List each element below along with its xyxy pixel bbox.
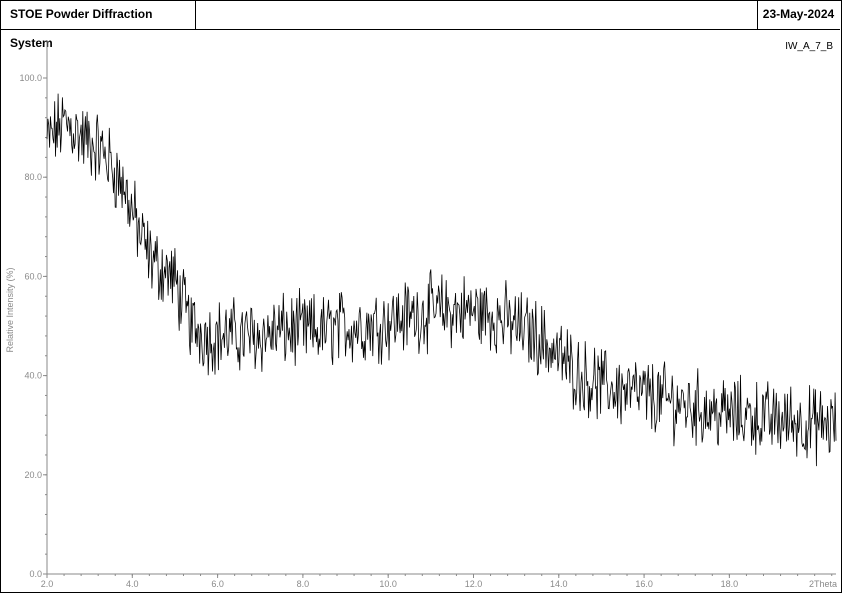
y-tick-label: 20.0 <box>24 470 42 480</box>
sample-label: IW_A_7_B <box>785 41 833 52</box>
x-tick-label: 8.0 <box>297 579 310 589</box>
x-tick-label: 6.0 <box>211 579 224 589</box>
x-axis-title: 2Theta <box>809 579 837 589</box>
diffraction-trace <box>46 93 837 467</box>
x-tick-label: 12.0 <box>465 579 483 589</box>
x-tick-label: 14.0 <box>550 579 568 589</box>
x-tick-label: 4.0 <box>126 579 139 589</box>
y-tick-label: 0.0 <box>29 569 42 579</box>
x-tick-label: 2.0 <box>41 579 54 589</box>
y-tick-label: 100.0 <box>19 73 42 83</box>
report-date: 23-May-2024 <box>762 7 835 21</box>
y-axis-title: Relative Intensity (%) <box>5 267 15 352</box>
y-tick-label: 80.0 <box>24 172 42 182</box>
header-blank-cell <box>197 0 758 29</box>
y-tick-label: 40.0 <box>24 371 42 381</box>
y-tick-label: 60.0 <box>24 271 42 281</box>
x-tick-label: 16.0 <box>635 579 653 589</box>
x-tick-label: 10.0 <box>379 579 397 589</box>
diffraction-chart: IW_A_7_B Relative Intensity (%) 0.0 20.0 4… <box>5 40 837 589</box>
plot-area <box>46 93 837 467</box>
axes-group: 0.0 20.0 40.0 60.0 80.0 100.0 2.0 4.0 6.0 8.0 10.0… <box>19 40 837 589</box>
x-tick-label: 18.0 <box>721 579 739 589</box>
report-header: STOE Powder Diffraction System 23-May-20… <box>0 0 840 50</box>
report-title: STOE Powder Diffraction System <box>0 0 196 50</box>
